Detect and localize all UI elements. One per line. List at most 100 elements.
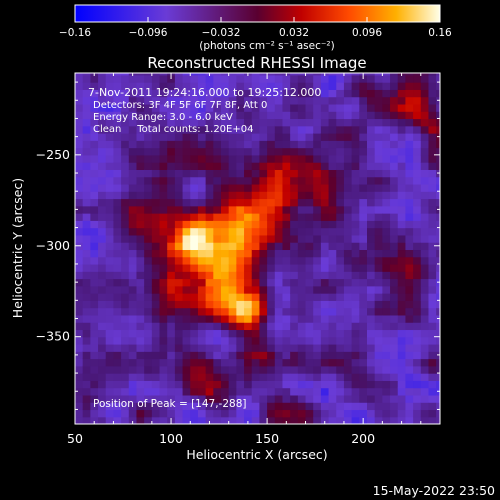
heatmap-cell — [205, 234, 214, 243]
heatmap-cell — [382, 256, 391, 265]
heatmap-cell — [98, 329, 107, 338]
heatmap-cell — [251, 213, 261, 221]
heatmap-cell — [436, 300, 440, 309]
heatmap-cell — [236, 205, 245, 214]
heatmap-cell — [282, 82, 291, 90]
heatmap-cell — [390, 125, 399, 134]
heatmap-cell — [82, 329, 91, 338]
heatmap-cell — [305, 234, 314, 243]
heatmap-cell — [267, 162, 276, 170]
heatmap-cell — [75, 133, 84, 141]
heatmap-cell — [259, 373, 268, 381]
heatmap-cell — [82, 387, 91, 396]
heatmap-cell — [436, 365, 440, 374]
heatmap-cell — [136, 191, 145, 200]
heatmap-cell — [228, 169, 237, 178]
heatmap-cell — [90, 293, 99, 301]
heatmap-cell — [90, 351, 99, 360]
heatmap-cell — [436, 183, 440, 192]
heatmap-cell — [359, 198, 368, 207]
heatmap-cell — [244, 242, 253, 251]
heatmap-cell — [267, 293, 276, 301]
heatmap-cell — [428, 307, 437, 316]
heatmap-cell — [151, 387, 161, 396]
heatmap-cell — [359, 278, 368, 287]
heatmap-cell — [113, 220, 122, 229]
heatmap-cell — [297, 169, 307, 178]
heatmap-cell — [274, 103, 284, 112]
heatmap-cell — [251, 394, 261, 403]
heatmap-cell — [420, 307, 430, 316]
heatmap-cell — [328, 365, 337, 374]
heatmap-cell — [428, 169, 437, 178]
heatmap-cell — [374, 387, 383, 396]
heatmap-cell — [136, 140, 145, 149]
heatmap-cell — [213, 147, 222, 156]
heatmap-cell — [205, 278, 214, 287]
heatmap-cell — [75, 140, 84, 149]
heatmap-cell — [413, 307, 422, 316]
heatmap-cell — [367, 409, 376, 418]
heatmap-cell — [221, 125, 230, 134]
heatmap-cell — [213, 242, 222, 251]
heatmap-cell — [159, 271, 168, 280]
heatmap-cell — [274, 351, 284, 360]
heatmap-cell — [328, 380, 337, 389]
heatmap-cell — [359, 183, 368, 192]
heatmap-cell — [190, 373, 199, 381]
heatmap-cell — [297, 300, 307, 309]
heatmap-cell — [75, 205, 84, 214]
heatmap-cell — [228, 336, 237, 345]
heatmap-cell — [351, 183, 360, 192]
heatmap-cell — [136, 198, 145, 207]
heatmap-cell — [420, 118, 430, 127]
heatmap-cell — [397, 191, 407, 200]
heatmap-cell — [174, 227, 184, 236]
heatmap-cell — [205, 271, 214, 280]
heatmap-cell — [98, 176, 107, 185]
heatmap-cell — [144, 213, 153, 221]
heatmap-cell — [182, 322, 191, 331]
heatmap-cell — [405, 307, 414, 316]
heatmap-cell — [90, 307, 99, 316]
heatmap-cell — [128, 213, 138, 221]
heatmap-cell — [397, 74, 407, 83]
heatmap-cell — [436, 271, 440, 280]
heatmap-cell — [343, 249, 353, 258]
heatmap-cell — [244, 402, 253, 411]
heatmap-cell — [236, 74, 245, 83]
heatmap-cell — [105, 373, 115, 381]
heatmap-cell — [190, 402, 199, 411]
heatmap-cell — [205, 227, 214, 236]
heatmap-cell — [228, 89, 237, 98]
heatmap-cell — [282, 74, 291, 83]
heatmap-cell — [420, 140, 430, 149]
heatmap-cell — [213, 198, 222, 207]
heatmap-cell — [82, 394, 91, 403]
heatmap-cell — [113, 111, 122, 120]
heatmap-cell — [313, 263, 322, 272]
heatmap-cell — [113, 278, 122, 287]
heatmap-cell — [251, 169, 261, 178]
heatmap-cell — [98, 314, 107, 323]
heatmap-cell — [267, 140, 276, 149]
heatmap-cell — [382, 293, 391, 301]
heatmap-cell — [151, 111, 161, 120]
heatmap-cell — [405, 263, 414, 272]
heatmap-cell — [305, 140, 314, 149]
annotation-peak: Position of Peak = [147,-288] — [93, 398, 247, 410]
heatmap-cell — [428, 263, 437, 272]
heatmap-cell — [182, 365, 191, 374]
heatmap-cell — [374, 205, 383, 214]
heatmap-cell — [413, 154, 422, 163]
heatmap-cell — [267, 176, 276, 185]
heatmap-cell — [351, 220, 360, 229]
heatmap-cell — [221, 133, 230, 141]
heatmap-cell — [305, 278, 314, 287]
heatmap-cell — [259, 343, 268, 352]
heatmap-cell — [174, 162, 184, 170]
heatmap-cell — [305, 198, 314, 207]
heatmap-cell — [290, 147, 299, 156]
heatmap-cell — [359, 256, 368, 265]
heatmap-cell — [413, 271, 422, 280]
